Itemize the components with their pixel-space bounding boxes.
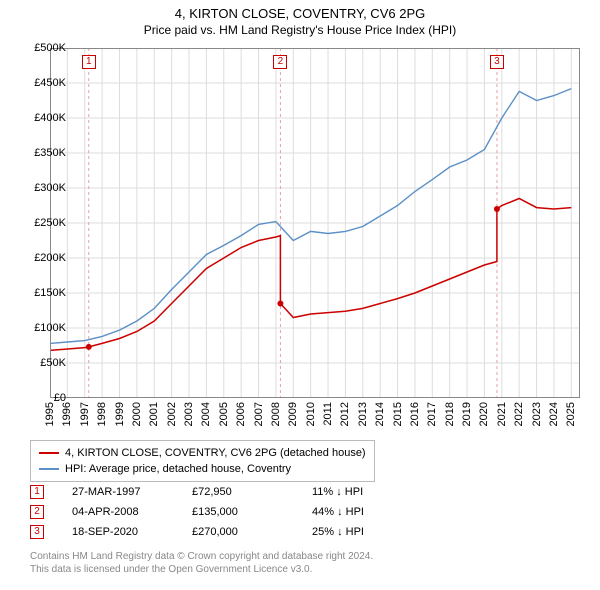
xtick-label: 2005 [218, 402, 230, 426]
xtick-label: 2025 [565, 402, 577, 426]
xtick-label: 1995 [44, 402, 56, 426]
sale-price-3: £270,000 [192, 526, 312, 538]
xtick-label: 2017 [426, 402, 438, 426]
legend-item-hpi: HPI: Average price, detached house, Cove… [39, 461, 366, 477]
xtick-label: 1998 [96, 402, 108, 426]
title-block: 4, KIRTON CLOSE, COVENTRY, CV6 2PG Price… [0, 0, 600, 37]
chart-container: 4, KIRTON CLOSE, COVENTRY, CV6 2PG Price… [0, 0, 600, 590]
xtick-label: 2018 [444, 402, 456, 426]
sale-marker-box: 2 [273, 55, 287, 69]
sale-date-3: 18-SEP-2020 [72, 526, 192, 538]
ytick-label: £200K [22, 252, 66, 264]
title-subtitle: Price paid vs. HM Land Registry's House … [0, 23, 600, 37]
xtick-label: 2023 [531, 402, 543, 426]
chart-svg [50, 48, 580, 398]
xtick-label: 1997 [79, 402, 91, 426]
xtick-label: 2019 [461, 402, 473, 426]
legend-label-hpi: HPI: Average price, detached house, Cove… [65, 463, 291, 475]
sale-price-2: £135,000 [192, 506, 312, 518]
xtick-label: 2022 [513, 402, 525, 426]
footer-line1: Contains HM Land Registry data © Crown c… [30, 550, 373, 563]
sales-table: 1 27-MAR-1997 £72,950 11% ↓ HPI 2 04-APR… [30, 482, 432, 542]
xtick-label: 2015 [392, 402, 404, 426]
xtick-label: 2003 [183, 402, 195, 426]
xtick-label: 2012 [339, 402, 351, 426]
xtick-label: 2010 [305, 402, 317, 426]
legend-label-property: 4, KIRTON CLOSE, COVENTRY, CV6 2PG (deta… [65, 447, 366, 459]
ytick-label: £500K [22, 42, 66, 54]
sale-marker-1: 1 [30, 485, 44, 499]
footer: Contains HM Land Registry data © Crown c… [30, 550, 373, 576]
xtick-label: 2013 [357, 402, 369, 426]
xtick-label: 2016 [409, 402, 421, 426]
sale-marker-3: 3 [30, 525, 44, 539]
sales-row-3: 3 18-SEP-2020 £270,000 25% ↓ HPI [30, 522, 432, 542]
sale-price-1: £72,950 [192, 486, 312, 498]
ytick-label: £400K [22, 112, 66, 124]
sale-marker-box: 1 [82, 55, 96, 69]
xtick-label: 2009 [287, 402, 299, 426]
sale-delta-1: 11% ↓ HPI [312, 486, 432, 498]
ytick-label: £150K [22, 287, 66, 299]
legend-item-property: 4, KIRTON CLOSE, COVENTRY, CV6 2PG (deta… [39, 445, 366, 461]
sales-row-2: 2 04-APR-2008 £135,000 44% ↓ HPI [30, 502, 432, 522]
xtick-label: 2001 [148, 402, 160, 426]
sale-date-2: 04-APR-2008 [72, 506, 192, 518]
ytick-label: £100K [22, 322, 66, 334]
legend: 4, KIRTON CLOSE, COVENTRY, CV6 2PG (deta… [30, 440, 375, 482]
xtick-label: 1999 [114, 402, 126, 426]
legend-swatch-property [39, 452, 59, 454]
xtick-label: 2014 [374, 402, 386, 426]
xtick-label: 1996 [61, 402, 73, 426]
title-address: 4, KIRTON CLOSE, COVENTRY, CV6 2PG [0, 6, 600, 21]
xtick-label: 2000 [131, 402, 143, 426]
sale-marker-2: 2 [30, 505, 44, 519]
xtick-label: 2021 [496, 402, 508, 426]
xtick-label: 2002 [166, 402, 178, 426]
sale-marker-box: 3 [490, 55, 504, 69]
legend-swatch-hpi [39, 468, 59, 470]
xtick-label: 2007 [253, 402, 265, 426]
xtick-label: 2006 [235, 402, 247, 426]
ytick-label: £250K [22, 217, 66, 229]
xtick-label: 2004 [200, 402, 212, 426]
sale-delta-3: 25% ↓ HPI [312, 526, 432, 538]
ytick-label: £450K [22, 77, 66, 89]
chart-area [50, 48, 580, 398]
sales-row-1: 1 27-MAR-1997 £72,950 11% ↓ HPI [30, 482, 432, 502]
sale-date-1: 27-MAR-1997 [72, 486, 192, 498]
ytick-label: £350K [22, 147, 66, 159]
xtick-label: 2008 [270, 402, 282, 426]
ytick-label: £50K [22, 357, 66, 369]
xtick-label: 2020 [478, 402, 490, 426]
footer-line2: This data is licensed under the Open Gov… [30, 563, 373, 576]
ytick-label: £300K [22, 182, 66, 194]
sale-delta-2: 44% ↓ HPI [312, 506, 432, 518]
xtick-label: 2024 [548, 402, 560, 426]
xtick-label: 2011 [322, 402, 334, 426]
